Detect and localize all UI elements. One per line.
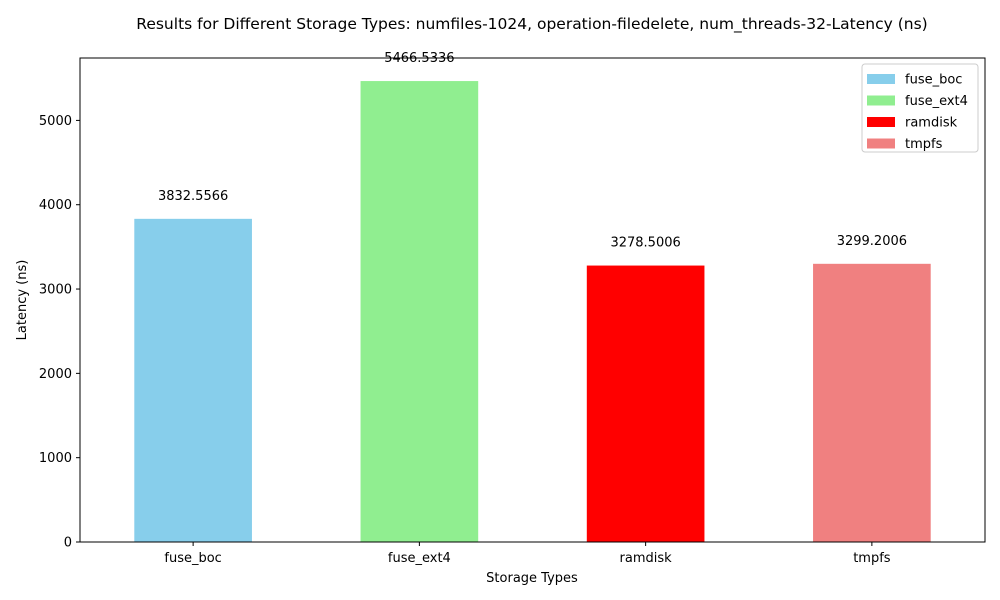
data-label-tmpfs: 3299.2006 xyxy=(837,234,907,249)
y-tick-label: 4000 xyxy=(39,198,72,213)
x-tick-label-fuse_ext4: fuse_ext4 xyxy=(388,551,451,566)
legend-label-ramdisk: ramdisk xyxy=(905,116,958,131)
legend-label-fuse_boc: fuse_boc xyxy=(905,73,962,88)
chart-title: Results for Different Storage Types: num… xyxy=(136,15,927,34)
legend-box xyxy=(861,63,979,153)
legend-swatch-fuse_boc xyxy=(867,74,895,84)
x-axis-label: Storage Types xyxy=(486,571,578,586)
data-label-fuse_ext4: 5466.5336 xyxy=(384,51,454,66)
data-label-ramdisk: 3278.5006 xyxy=(610,236,680,251)
x-tick-label-ramdisk: ramdisk xyxy=(620,551,673,566)
legend-label-fuse_ext4: fuse_ext4 xyxy=(905,94,968,109)
y-axis-label: Latency (ns) xyxy=(15,260,30,341)
y-tick-label: 0 xyxy=(64,536,72,551)
legend-label-tmpfs: tmpfs xyxy=(905,137,943,152)
data-label-fuse_boc: 3832.5566 xyxy=(158,189,228,204)
legend-swatch-fuse_ext4 xyxy=(867,95,895,106)
bar-tmpfs xyxy=(813,263,931,542)
bar-fuse_boc xyxy=(134,218,252,543)
plot-frame xyxy=(79,57,986,543)
legend-swatch-tmpfs xyxy=(867,138,895,149)
x-tick-label-fuse_boc: fuse_boc xyxy=(164,551,221,566)
x-tick-label-tmpfs: tmpfs xyxy=(853,551,891,566)
x-axis: fuse_boc fuse_ext4 ramdisk tmpfs xyxy=(164,542,891,566)
y-axis: 0 1000 2000 3000 4000 5000 xyxy=(39,114,80,551)
bar-ramdisk xyxy=(586,265,705,542)
y-tick-label: 1000 xyxy=(39,451,72,466)
y-tick-label: 2000 xyxy=(39,367,72,382)
data-labels-group: 3832.5566 5466.5336 3278.5006 3299.2006 xyxy=(158,51,907,250)
bar-fuse_ext4 xyxy=(360,81,479,542)
y-tick-label: 5000 xyxy=(39,114,72,129)
bars-group xyxy=(134,81,931,543)
y-tick-label: 3000 xyxy=(39,283,72,298)
legend-swatch-ramdisk xyxy=(867,117,895,127)
